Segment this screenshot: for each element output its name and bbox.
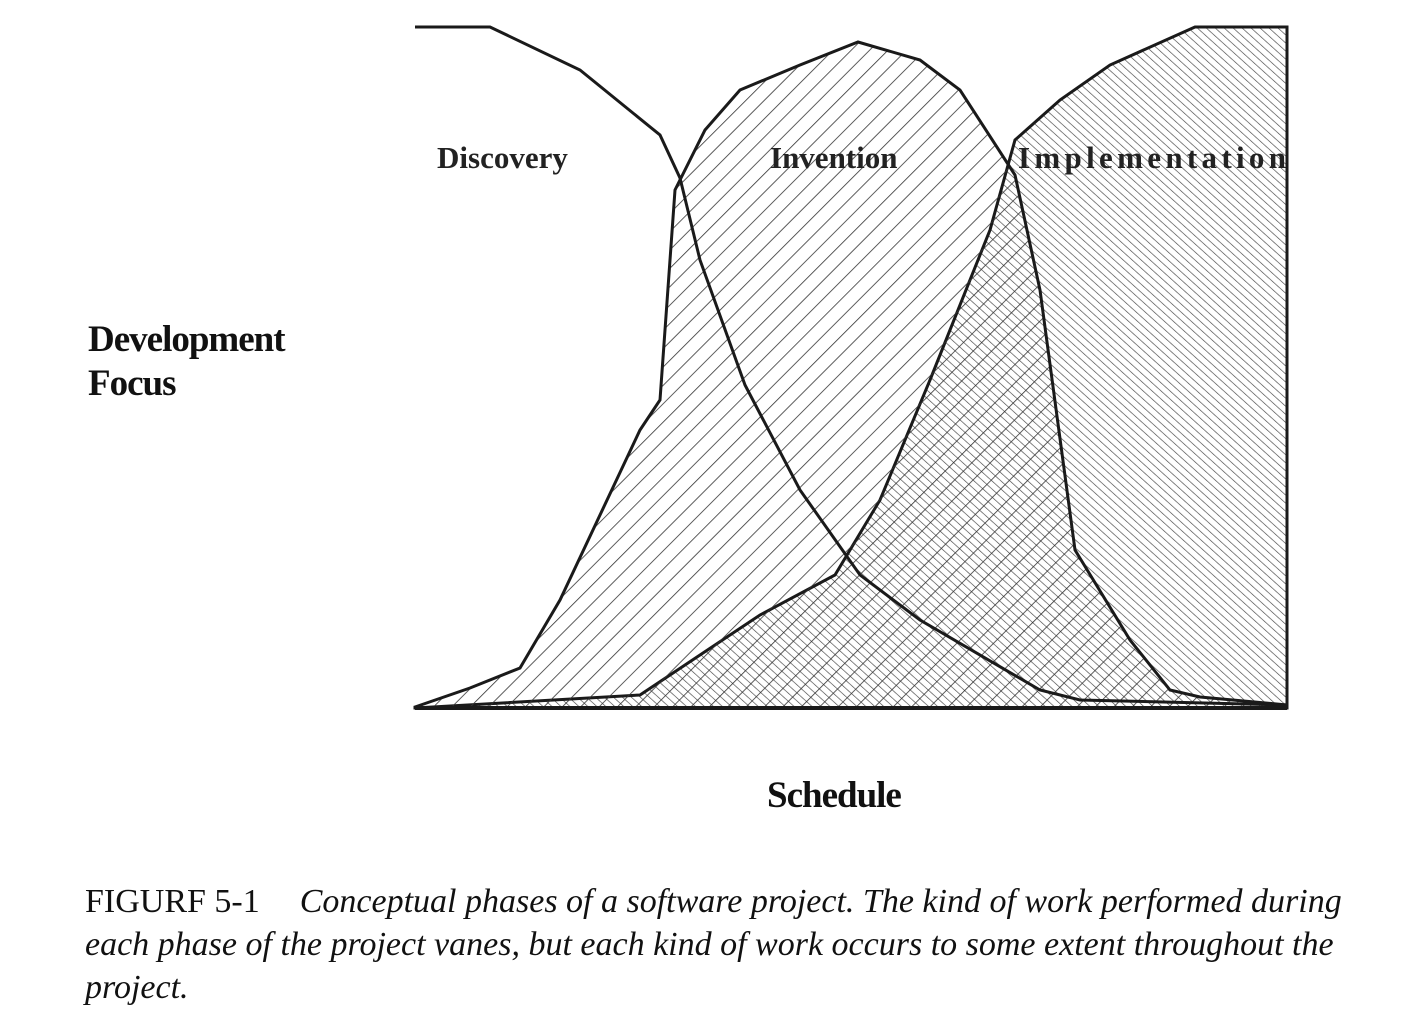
- y-axis-label-line2: Focus: [88, 363, 176, 404]
- invention-label: Invention: [770, 140, 897, 175]
- figure-caption: FIGURF 5-1 Conceptual phases of a softwar…: [85, 880, 1355, 1009]
- y-axis-label-line1: Development: [88, 319, 286, 360]
- y-axis-label: Development Focus: [88, 318, 286, 406]
- discovery-label: Discovery: [437, 140, 568, 175]
- discovery-curve: [415, 25, 1288, 707]
- invention-area: [413, 40, 1289, 710]
- figure-number: FIGURF 5-1: [85, 883, 260, 920]
- caption-text: Conceptual phases of a software project.…: [85, 883, 1342, 1006]
- x-axis-label: Schedule: [767, 775, 902, 816]
